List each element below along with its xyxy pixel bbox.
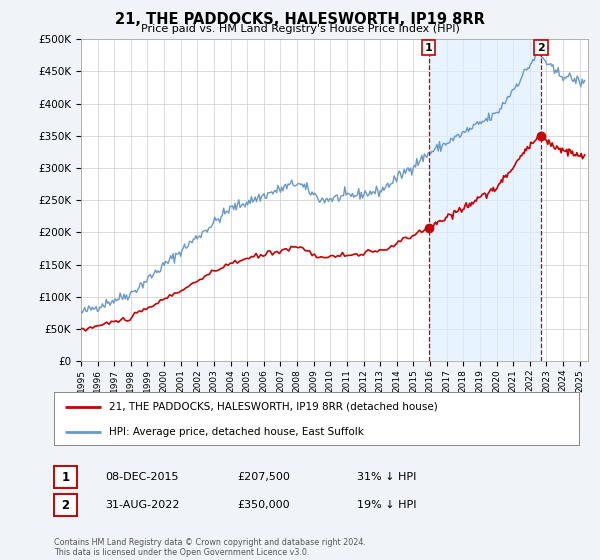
- Bar: [429, 39, 541, 361]
- Text: 21, THE PADDOCKS, HALESWORTH, IP19 8RR (detached house): 21, THE PADDOCKS, HALESWORTH, IP19 8RR (…: [109, 402, 438, 412]
- Text: £350,000: £350,000: [237, 500, 290, 510]
- Text: 2: 2: [61, 498, 70, 512]
- Text: 2: 2: [537, 43, 545, 53]
- Text: 21, THE PADDOCKS, HALESWORTH, IP19 8RR: 21, THE PADDOCKS, HALESWORTH, IP19 8RR: [115, 12, 485, 27]
- Text: Price paid vs. HM Land Registry's House Price Index (HPI): Price paid vs. HM Land Registry's House …: [140, 24, 460, 34]
- Text: Contains HM Land Registry data © Crown copyright and database right 2024.
This d: Contains HM Land Registry data © Crown c…: [54, 538, 366, 557]
- Text: 31-AUG-2022: 31-AUG-2022: [105, 500, 179, 510]
- Text: 1: 1: [425, 43, 433, 53]
- Text: 1: 1: [61, 470, 70, 484]
- Text: HPI: Average price, detached house, East Suffolk: HPI: Average price, detached house, East…: [109, 427, 364, 437]
- Text: £207,500: £207,500: [237, 472, 290, 482]
- Text: 31% ↓ HPI: 31% ↓ HPI: [357, 472, 416, 482]
- Text: 08-DEC-2015: 08-DEC-2015: [105, 472, 179, 482]
- Text: 19% ↓ HPI: 19% ↓ HPI: [357, 500, 416, 510]
